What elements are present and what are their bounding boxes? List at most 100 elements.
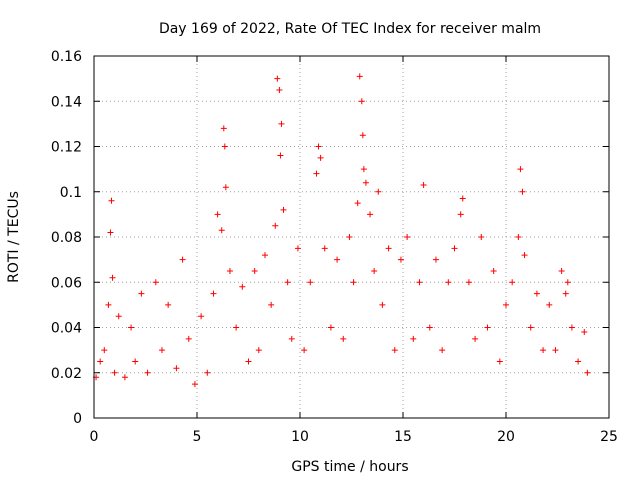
data-point	[128, 324, 135, 331]
data-point	[226, 267, 233, 274]
data-point	[533, 290, 540, 297]
data-point	[350, 279, 357, 286]
data-point	[221, 143, 228, 150]
y-tick-label: 0	[73, 411, 82, 427]
data-point	[272, 222, 279, 229]
data-point	[375, 188, 382, 195]
data-point	[385, 245, 392, 252]
data-point	[354, 200, 361, 207]
data-point	[210, 290, 217, 297]
y-axis-label: ROTI / TECUs	[6, 191, 22, 283]
y-tick-label: 0.04	[51, 321, 82, 337]
data-point	[457, 211, 464, 218]
x-tick-label: 5	[193, 429, 202, 445]
data-point	[276, 86, 283, 93]
data-point	[185, 335, 192, 342]
data-point	[334, 256, 341, 263]
data-point	[478, 234, 485, 240]
x-tick-label: 0	[90, 429, 99, 445]
data-point	[552, 347, 559, 354]
data-point	[340, 335, 347, 342]
data-point	[115, 313, 122, 320]
axis-ticks: 0 5 10 15 20 25 0 0.02 0.04 0.06 0.08 0.1 0.12 0.14 0.…	[51, 49, 618, 445]
data-point	[218, 227, 225, 234]
data-point	[584, 369, 591, 376]
data-point	[239, 283, 246, 290]
data-point	[410, 335, 417, 342]
data-point	[540, 347, 547, 354]
data-point	[317, 154, 324, 161]
data-point	[138, 290, 145, 297]
y-tick-label: 0.1	[60, 185, 82, 201]
y-tick-label: 0.12	[51, 140, 82, 156]
y-tick-label: 0.08	[51, 230, 82, 246]
data-point	[301, 347, 308, 354]
data-point	[568, 324, 575, 331]
data-point	[465, 279, 472, 286]
data-point	[277, 152, 284, 159]
data-point	[191, 381, 198, 388]
data-point	[509, 279, 516, 286]
data-point	[251, 267, 258, 274]
data-point	[379, 301, 386, 308]
y-tick-label: 0.14	[51, 94, 82, 110]
data-point	[564, 279, 571, 286]
data-point	[517, 166, 524, 173]
data-point	[515, 234, 522, 240]
data-point	[109, 274, 116, 281]
data-point	[214, 211, 221, 218]
data-point	[484, 324, 491, 331]
data-point	[426, 324, 433, 331]
data-point	[420, 181, 427, 188]
x-tick-label: 10	[291, 429, 309, 445]
data-point	[459, 195, 466, 202]
data-point	[284, 279, 291, 286]
data-point	[204, 369, 211, 376]
x-tick-label: 15	[394, 429, 412, 445]
data-point	[274, 75, 281, 82]
x-tick-label: 25	[600, 429, 618, 445]
data-point	[562, 290, 569, 297]
data-point	[519, 188, 526, 195]
data-point	[321, 245, 328, 252]
data-point	[280, 206, 287, 213]
y-tick-label: 0.02	[51, 366, 82, 382]
data-point	[220, 125, 227, 132]
data-point	[397, 256, 404, 263]
data-point	[121, 374, 128, 381]
data-point	[371, 267, 378, 274]
chart-title: Day 169 of 2022, Rate Of TEC Index for r…	[159, 21, 541, 37]
data-point	[432, 256, 439, 263]
data-point	[132, 358, 139, 365]
data-point	[445, 279, 452, 286]
data-point	[179, 256, 186, 263]
grid-lines	[94, 56, 609, 418]
data-point	[294, 245, 301, 252]
data-point	[581, 329, 588, 336]
data-point	[261, 252, 268, 259]
data-point	[472, 335, 479, 342]
data-point	[233, 324, 240, 331]
data-point	[107, 229, 114, 236]
data-point	[546, 301, 553, 308]
data-point	[327, 324, 334, 331]
y-tick-label: 0.16	[51, 49, 82, 65]
data-point	[367, 211, 374, 218]
data-point	[360, 166, 367, 173]
data-point	[105, 301, 112, 308]
data-point	[356, 73, 363, 80]
data-point	[152, 279, 159, 286]
data-point	[416, 279, 423, 286]
data-point	[198, 313, 205, 320]
data-point	[358, 98, 365, 105]
data-point	[101, 347, 108, 354]
data-point	[359, 132, 366, 139]
data-point	[144, 369, 151, 376]
data-point	[245, 358, 252, 365]
data-point	[315, 143, 322, 150]
data-point	[278, 120, 285, 127]
data-point	[307, 279, 314, 286]
data-point	[288, 335, 295, 342]
data-point	[391, 347, 398, 354]
